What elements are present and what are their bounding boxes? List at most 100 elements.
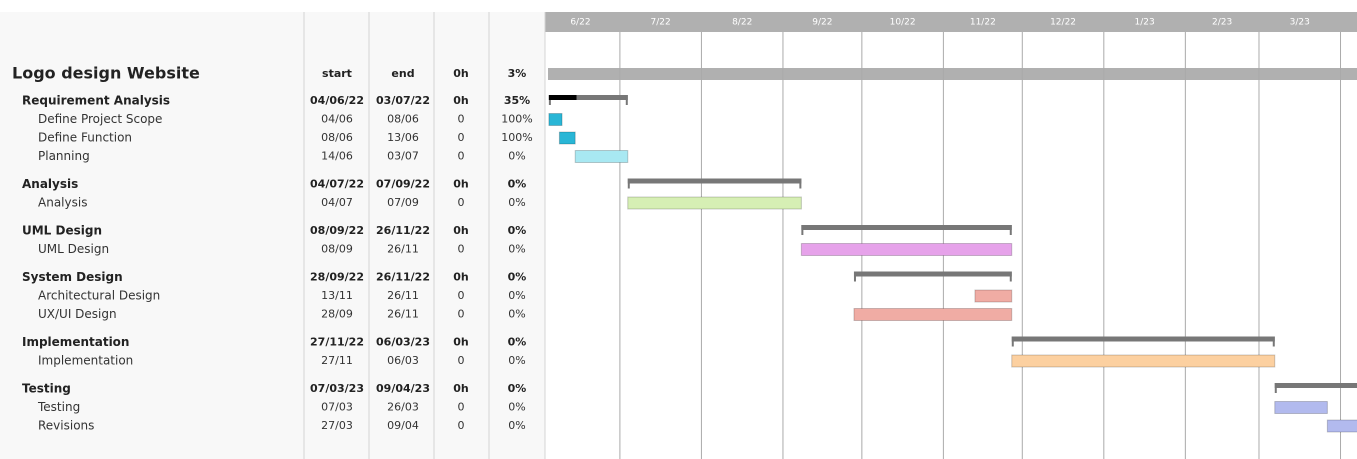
group-bar [1012, 337, 1275, 342]
group-start: 08/09/22 [310, 224, 364, 237]
group-bracket [626, 95, 628, 105]
month-label: 1/23 [1134, 18, 1154, 28]
month-label: 9/22 [812, 18, 832, 28]
task-progress: 0% [508, 354, 525, 367]
task-hours: 0 [458, 308, 465, 321]
group-name: Implementation [22, 335, 129, 349]
task-bar [801, 244, 1011, 256]
task-progress: 100% [501, 113, 532, 126]
group-hours: 0h [453, 178, 469, 191]
group-end: 06/03/23 [376, 336, 430, 349]
group-end: 26/11/22 [376, 224, 430, 237]
task-bar [549, 114, 562, 126]
task-bar [975, 290, 1012, 302]
group-bracket [1273, 337, 1275, 347]
task-start: 04/06 [321, 113, 353, 126]
group-progress: 0% [508, 382, 527, 395]
task-start: 14/06 [321, 150, 353, 163]
group-hours: 0h [453, 224, 469, 237]
task-hours: 0 [458, 419, 465, 432]
group-bracket [1275, 383, 1277, 393]
group-start: 28/09/22 [310, 271, 364, 284]
end-header: end [391, 67, 414, 80]
group-hours: 0h [453, 94, 469, 107]
group-start: 04/06/22 [310, 94, 364, 107]
task-name: Define Function [38, 131, 132, 145]
group-bracket [1010, 225, 1012, 235]
group-bracket [799, 179, 801, 189]
month-label: 11/22 [970, 18, 996, 28]
group-start: 27/11/22 [310, 336, 364, 349]
task-start: 04/07 [321, 196, 353, 209]
group-name: UML Design [22, 224, 102, 238]
group-bracket [801, 225, 803, 235]
group-progress-bar [549, 95, 577, 100]
task-name: Define Project Scope [38, 112, 162, 126]
task-progress: 0% [508, 289, 525, 302]
group-bracket [1012, 337, 1014, 347]
task-progress: 0% [508, 150, 525, 163]
task-end: 08/06 [387, 113, 419, 126]
task-end: 26/11 [387, 289, 419, 302]
group-bar [801, 225, 1011, 230]
task-name: Planning [38, 149, 90, 163]
task-name: Implementation [38, 354, 133, 368]
task-hours: 0 [458, 243, 465, 256]
task-bar [575, 151, 628, 163]
task-start: 08/09 [321, 243, 353, 256]
group-bracket [1010, 272, 1012, 282]
task-start: 27/11 [321, 354, 353, 367]
task-start: 28/09 [321, 308, 353, 321]
group-progress: 0% [508, 178, 527, 191]
month-label: 12/22 [1050, 18, 1076, 28]
task-start: 07/03 [321, 401, 353, 414]
gantt-view: Logo design Website start end 0h 3% 6/22… [0, 0, 1357, 459]
month-label: 8/22 [732, 18, 752, 28]
task-end: 26/03 [387, 401, 419, 414]
group-name: Testing [22, 382, 71, 396]
task-end: 06/03 [387, 354, 419, 367]
group-bar [1275, 383, 1357, 388]
task-hours: 0 [458, 150, 465, 163]
task-end: 26/11 [387, 308, 419, 321]
task-hours: 0 [458, 113, 465, 126]
group-end: 07/09/22 [376, 178, 430, 191]
task-name: Revisions [38, 419, 94, 433]
task-progress: 0% [508, 419, 525, 432]
task-bar [559, 132, 575, 144]
group-progress: 0% [508, 271, 527, 284]
task-start: 08/06 [321, 131, 353, 144]
task-hours: 0 [458, 196, 465, 209]
group-progress: 35% [504, 94, 530, 107]
task-hours: 0 [458, 289, 465, 302]
group-hours: 0h [453, 382, 469, 395]
task-name: UX/UI Design [38, 307, 117, 321]
task-bar [1275, 402, 1328, 414]
group-name: Requirement Analysis [22, 94, 170, 108]
group-end: 03/07/22 [376, 94, 430, 107]
month-label: 2/23 [1212, 18, 1232, 28]
month-label: 10/22 [890, 18, 916, 28]
task-progress: 0% [508, 401, 525, 414]
task-bar [854, 309, 1012, 321]
task-hours: 0 [458, 354, 465, 367]
group-end: 09/04/23 [376, 382, 430, 395]
group-end: 26/11/22 [376, 271, 430, 284]
task-end: 07/09 [387, 196, 419, 209]
task-end: 09/04 [387, 419, 419, 432]
task-name: Testing [37, 400, 80, 414]
group-bracket [854, 272, 856, 282]
task-end: 26/11 [387, 243, 419, 256]
task-bar [1012, 355, 1275, 367]
month-label: 7/22 [651, 18, 671, 28]
group-hours: 0h [453, 336, 469, 349]
progress-header: 3% [508, 67, 527, 80]
group-bar [854, 272, 1012, 277]
task-name: UML Design [38, 242, 109, 256]
hours-header: 0h [453, 67, 469, 80]
task-progress: 100% [501, 131, 532, 144]
group-hours: 0h [453, 271, 469, 284]
group-progress: 0% [508, 224, 527, 237]
project-bar [548, 68, 1357, 80]
task-bar [1327, 420, 1357, 432]
